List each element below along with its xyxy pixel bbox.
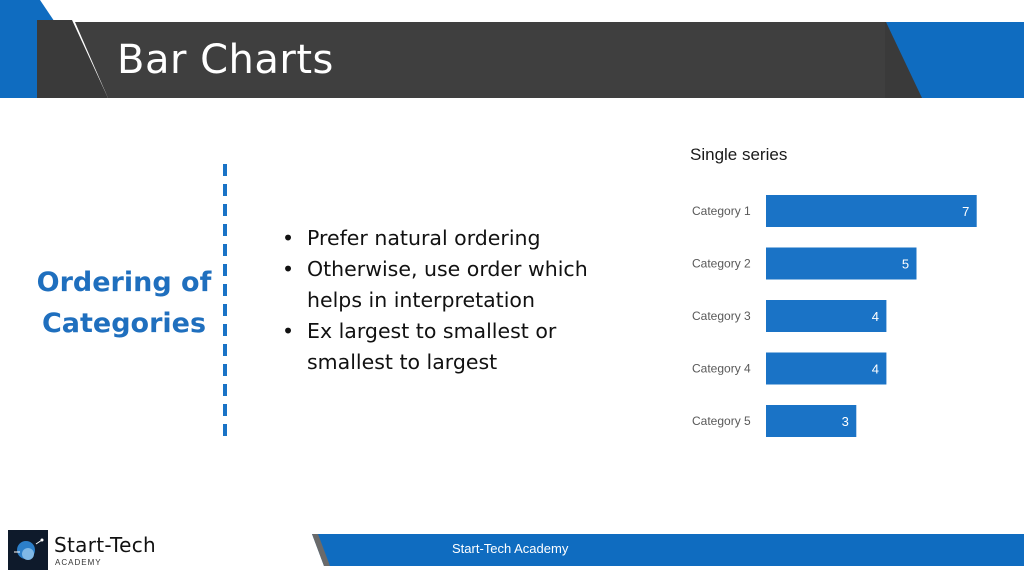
bar-5 (766, 405, 857, 437)
footer-bar (312, 534, 1024, 566)
section-heading: Ordering of Categories (30, 262, 218, 344)
bar-4 (766, 352, 887, 385)
bar-1 (766, 195, 977, 227)
header-accent-right (886, 22, 1024, 98)
bullet-item: • Otherwise, use order which helps in int… (280, 254, 620, 316)
bar-2 (766, 247, 917, 280)
bullet-text: Ex largest to smallest or smallest to la… (307, 319, 557, 374)
section-heading-line1: Ordering of (36, 267, 212, 298)
footer-accent (312, 534, 330, 566)
header-bar (75, 22, 885, 98)
bullet-list: • Prefer natural ordering • Otherwise, use… (280, 223, 620, 378)
footer-text: Start-Tech Academy (452, 541, 569, 556)
data-label: 5 (902, 257, 909, 272)
header-banner (0, 0, 1024, 98)
logo-subtitle: ACADEMY (55, 558, 102, 567)
category-label: Category 5 (692, 414, 751, 428)
bullet-dot: • (282, 319, 295, 343)
section-heading-line2: Categories (41, 308, 207, 339)
data-label: 4 (872, 309, 879, 324)
dashed-divider (223, 164, 227, 438)
logo-icon (8, 530, 48, 570)
category-label: Category 2 (692, 257, 751, 271)
header-accent-left-dark (37, 20, 108, 98)
category-label: Category 4 (692, 362, 751, 376)
bullet-dot: • (282, 257, 295, 281)
category-label: Category 3 (692, 309, 751, 323)
bullet-text: Otherwise, use order which helps in inte… (307, 257, 588, 312)
bar-3 (766, 300, 887, 332)
data-label: 3 (842, 414, 849, 429)
bullet-item: • Ex largest to smallest or smallest to l… (280, 316, 620, 378)
bullet-item: • Prefer natural ordering (280, 223, 620, 254)
chart-title: Single series (690, 145, 788, 164)
bar-chart: Category 1 7 Category 2 5 Category 3 4 Categor… (692, 195, 977, 437)
footer-banner (312, 534, 1024, 566)
data-label: 7 (962, 204, 969, 219)
bullet-dot: • (282, 226, 295, 250)
logo-name: Start-Tech (54, 533, 157, 557)
bullet-text: Prefer natural ordering (307, 226, 541, 250)
slide-title: Bar Charts (117, 37, 334, 83)
category-label: Category 1 (692, 204, 751, 218)
data-label: 4 (872, 362, 879, 377)
